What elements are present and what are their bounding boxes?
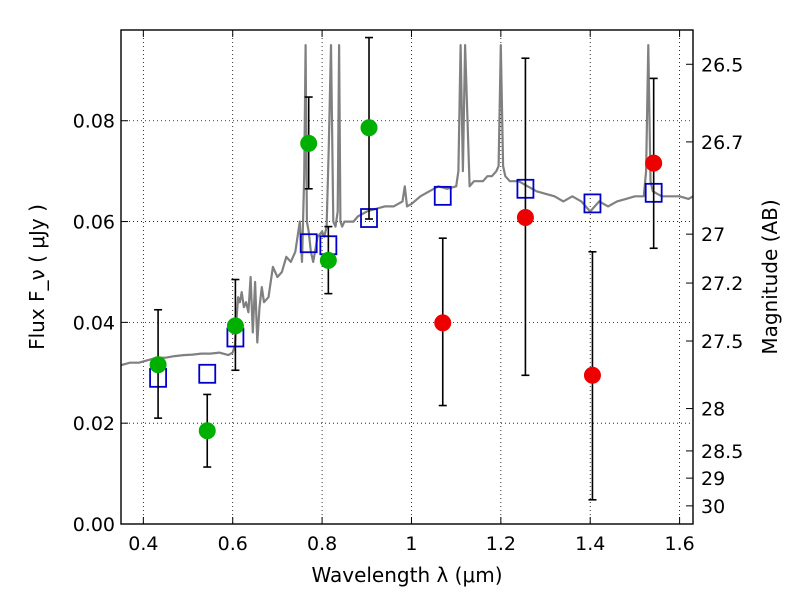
x-tick-label: 0.8 bbox=[307, 533, 337, 555]
detection-point bbox=[319, 251, 337, 269]
mag-tick-label: 27.2 bbox=[701, 273, 743, 295]
mag-tick-label: 28 bbox=[701, 399, 725, 421]
plot-frame bbox=[120, 29, 694, 525]
detection-point bbox=[198, 422, 216, 440]
y-tick-label: 0.08 bbox=[73, 111, 115, 133]
detection-point bbox=[300, 134, 318, 152]
model-photometry-square bbox=[583, 193, 602, 214]
non-detection-point bbox=[583, 366, 601, 384]
mag-tick-label: 26.7 bbox=[701, 132, 743, 154]
y-axis-label: Flux F_ν ( μJy ) bbox=[25, 204, 49, 350]
plot-background bbox=[121, 30, 693, 524]
x-tick-label: 0.4 bbox=[128, 533, 158, 555]
x-tick-label: 1.6 bbox=[664, 533, 694, 555]
detection-point bbox=[149, 356, 167, 374]
mag-tick-label: 27 bbox=[701, 224, 725, 246]
model-photometry-square bbox=[198, 363, 217, 384]
mag-tick-label: 28.5 bbox=[701, 441, 743, 463]
non-detection-point bbox=[516, 209, 534, 227]
grid-lines bbox=[121, 30, 693, 524]
spectrum-line bbox=[121, 43, 693, 367]
x-tick-label: 0.6 bbox=[218, 533, 248, 555]
mag-tick-label: 27.5 bbox=[701, 331, 743, 353]
y-tick-label: 0.04 bbox=[73, 312, 115, 334]
mag-tick-label: 30 bbox=[701, 496, 725, 518]
y-tick-label: 0.06 bbox=[73, 212, 115, 234]
mag-tick-label: 26.5 bbox=[701, 54, 743, 76]
mag-tick-label: 29 bbox=[701, 468, 725, 490]
x-tick-label: 1.2 bbox=[486, 533, 516, 555]
detection-point bbox=[360, 119, 378, 137]
x-tick-label: 1.4 bbox=[575, 533, 605, 555]
series-layer bbox=[121, 36, 693, 501]
x-tick-label: 1 bbox=[405, 533, 417, 555]
detection-point bbox=[226, 317, 244, 335]
model-photometry-square bbox=[433, 185, 452, 206]
right-axis-label: Magnitude (AB) bbox=[758, 199, 782, 354]
x-axis-label: Wavelength λ (μm) bbox=[311, 563, 502, 587]
tick-marks bbox=[121, 30, 693, 525]
non-detection-point bbox=[645, 154, 663, 172]
y-tick-label: 0.00 bbox=[73, 514, 115, 536]
non-detection-point bbox=[434, 314, 452, 332]
tick-labels: 0.4 0.6 0.8 1 1.2 1.4 1.6 0.00 0.02 0.04 0.06 0.08 2… bbox=[73, 54, 744, 555]
model-photometry-square bbox=[299, 233, 318, 254]
y-tick-label: 0.02 bbox=[73, 413, 115, 435]
